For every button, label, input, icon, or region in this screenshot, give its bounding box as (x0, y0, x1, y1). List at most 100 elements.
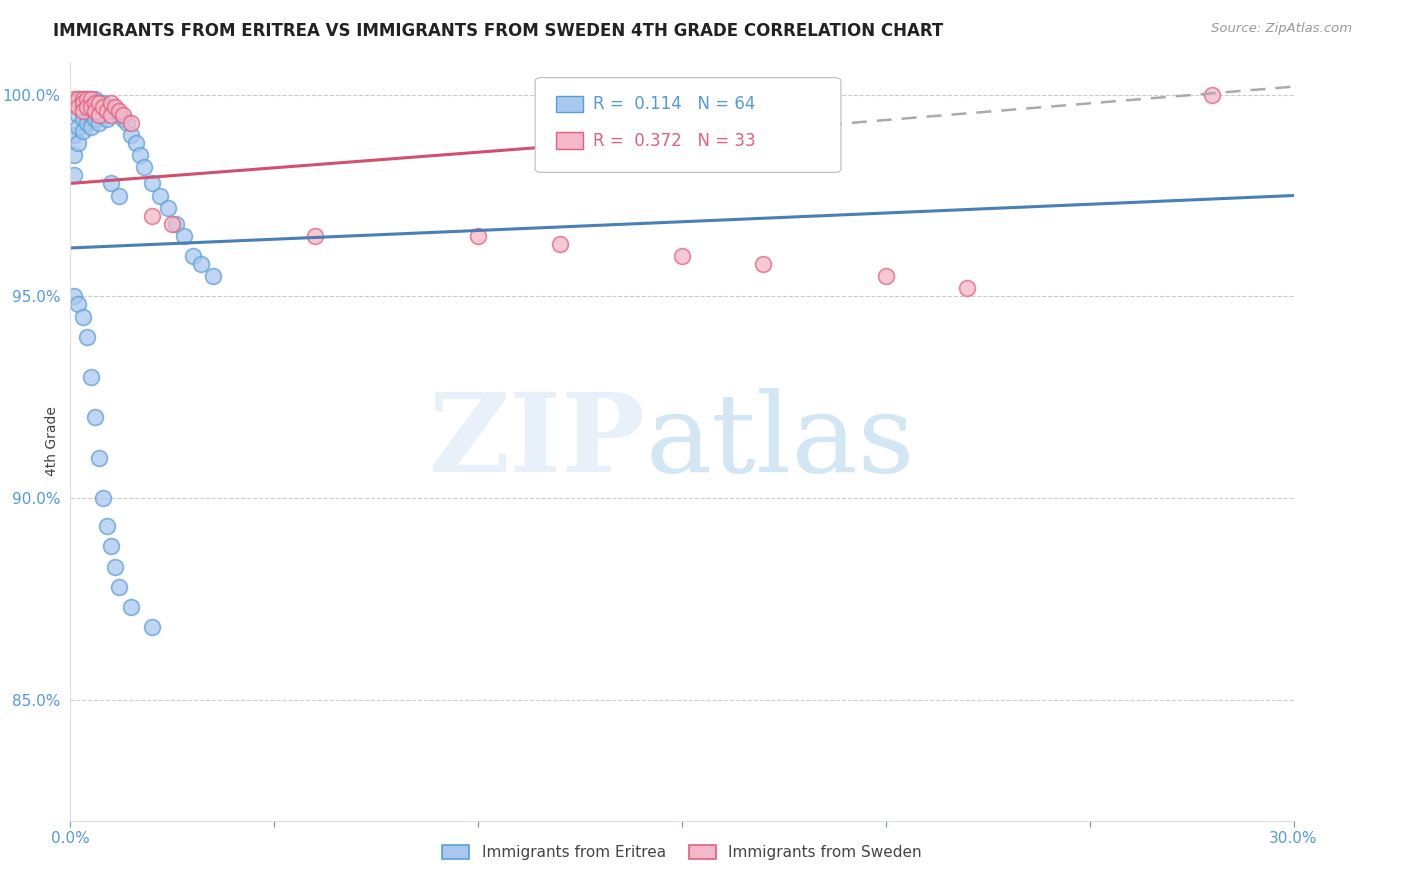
Point (548, 236, 571, 251)
Point (165, 217, 187, 231)
Point (202, 269, 225, 284)
Point (76, 95, 98, 110)
Point (63, 148, 86, 162)
Point (132, 161, 155, 175)
Point (141, 177, 163, 191)
Point (96, 519, 118, 533)
Point (83, 112, 105, 126)
Point (1201, 87, 1223, 102)
Point (162, 217, 183, 231)
Text: atlas: atlas (645, 388, 915, 495)
Legend: Immigrants from Eritrea, Immigrants from Sweden: Immigrants from Eritrea, Immigrants from… (436, 838, 928, 866)
FancyBboxPatch shape (536, 78, 841, 172)
Point (63, 92, 86, 106)
Point (112, 112, 135, 126)
Point (67, 100, 90, 114)
Point (108, 580, 131, 594)
Point (128, 148, 150, 162)
Point (752, 257, 775, 271)
Point (181, 249, 204, 263)
Point (104, 100, 127, 114)
Point (875, 269, 897, 284)
Text: Source: ZipAtlas.com: Source: ZipAtlas.com (1212, 22, 1353, 36)
Point (72, 124, 94, 138)
Point (79, 370, 103, 384)
Point (76, 103, 98, 118)
Point (87, 103, 110, 118)
Point (79, 95, 103, 110)
Point (83, 100, 105, 114)
Point (63, 289, 86, 303)
Point (96, 103, 118, 118)
Point (63, 128, 86, 142)
Text: R =  0.114   N = 64: R = 0.114 N = 64 (592, 95, 755, 113)
Point (121, 116, 143, 130)
Point (108, 108, 131, 122)
Point (76, 116, 98, 130)
Point (79, 92, 103, 106)
Point (76, 92, 98, 106)
Y-axis label: 4th Grade: 4th Grade (45, 407, 59, 476)
Point (79, 120, 103, 134)
Point (112, 108, 135, 122)
Point (100, 108, 122, 122)
Point (72, 92, 94, 106)
Point (96, 100, 118, 114)
Point (72, 310, 94, 324)
Point (67, 297, 90, 311)
FancyBboxPatch shape (555, 95, 583, 112)
Point (121, 128, 143, 142)
Point (67, 92, 90, 106)
Point (173, 228, 195, 243)
Point (83, 92, 105, 106)
Point (83, 95, 105, 110)
Point (79, 92, 103, 106)
Text: ZIP: ZIP (429, 388, 645, 495)
Point (76, 100, 98, 114)
Point (124, 136, 146, 150)
Point (304, 228, 326, 243)
Point (63, 95, 86, 110)
Point (108, 188, 131, 202)
Point (67, 136, 90, 150)
Point (91, 100, 114, 114)
Point (67, 100, 90, 114)
Point (87, 108, 110, 122)
Point (108, 103, 131, 118)
Point (91, 95, 114, 110)
Point (67, 108, 90, 122)
Point (117, 116, 139, 130)
Point (72, 95, 94, 110)
Point (190, 257, 212, 271)
Point (72, 103, 94, 118)
Point (79, 108, 103, 122)
Point (83, 103, 105, 118)
Point (87, 450, 110, 465)
Point (76, 92, 98, 106)
Point (100, 95, 122, 110)
Point (83, 410, 105, 425)
Point (149, 188, 172, 202)
Point (141, 620, 163, 634)
Point (87, 116, 110, 130)
Point (104, 559, 127, 574)
Point (72, 92, 94, 106)
Point (121, 599, 143, 614)
Point (100, 100, 122, 114)
Point (63, 169, 86, 183)
Point (76, 329, 98, 343)
Point (72, 103, 94, 118)
Point (100, 177, 122, 191)
Point (157, 201, 180, 215)
Point (67, 120, 90, 134)
Point (104, 103, 127, 118)
Point (87, 95, 110, 110)
FancyBboxPatch shape (555, 132, 583, 149)
Point (956, 281, 979, 295)
Point (67, 92, 90, 106)
Text: IMMIGRANTS FROM ERITREA VS IMMIGRANTS FROM SWEDEN 4TH GRADE CORRELATION CHART: IMMIGRANTS FROM ERITREA VS IMMIGRANTS FR… (53, 22, 943, 40)
Point (91, 491, 114, 505)
Point (87, 95, 110, 110)
Point (671, 249, 693, 263)
Point (79, 100, 103, 114)
